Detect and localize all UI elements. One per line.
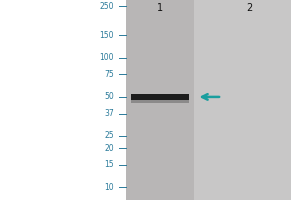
Text: 250: 250: [100, 2, 114, 11]
Text: 15: 15: [104, 160, 114, 169]
Text: 25: 25: [104, 131, 114, 140]
Text: 20: 20: [104, 144, 114, 153]
Text: 2: 2: [246, 3, 252, 13]
Bar: [130, 100, 189, 103]
Text: 1: 1: [158, 3, 164, 13]
Bar: [130, 94, 189, 100]
Text: 37: 37: [104, 109, 114, 118]
Text: 100: 100: [100, 53, 114, 62]
Text: 75: 75: [104, 70, 114, 79]
Text: 150: 150: [100, 31, 114, 40]
Bar: [207, 0, 291, 200]
Bar: [126, 0, 194, 200]
Text: 10: 10: [104, 183, 114, 192]
Text: 50: 50: [104, 92, 114, 101]
Bar: [126, 0, 291, 200]
